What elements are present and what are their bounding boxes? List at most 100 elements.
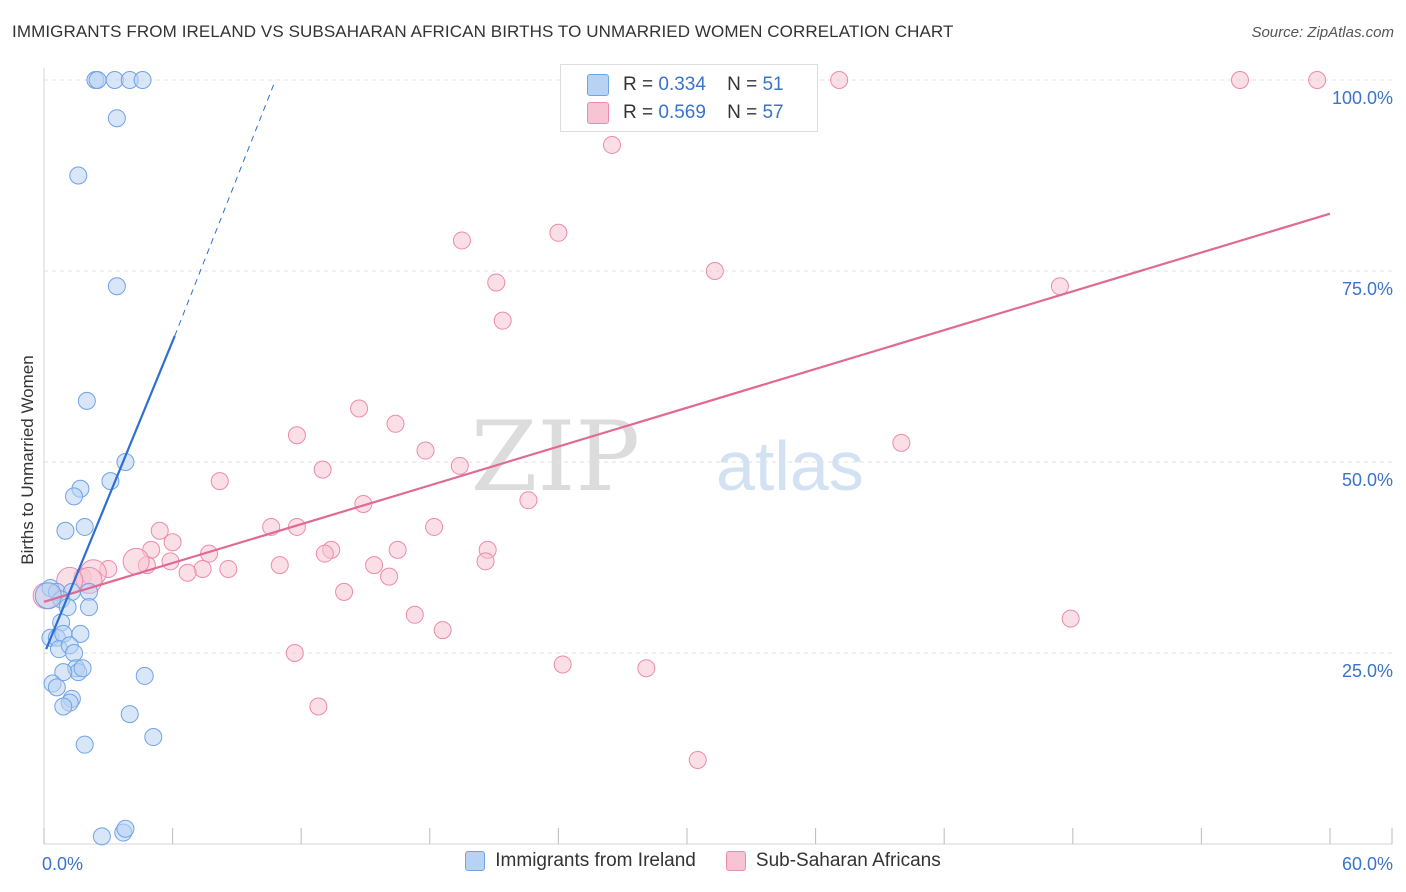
point-ireland: [65, 487, 84, 506]
point-ireland: [71, 624, 90, 643]
stats-n-label: N =: [727, 74, 758, 95]
point-subsaharan: [405, 605, 424, 624]
point-subsaharan: [270, 556, 289, 575]
stats-r-value: 0.334: [658, 74, 706, 95]
point-subsaharan: [425, 517, 444, 536]
point-ireland: [69, 166, 88, 185]
point-ireland: [54, 663, 73, 682]
point-ireland: [75, 735, 94, 754]
y-axis-label: Births to Unmarried Women: [18, 355, 37, 565]
point-ireland: [47, 678, 66, 697]
point-subsaharan: [476, 552, 495, 571]
point-subsaharan: [433, 621, 452, 640]
point-subsaharan: [705, 262, 724, 280]
point-subsaharan: [452, 231, 471, 250]
y-tick-label: 75.0%: [1342, 279, 1393, 299]
point-subsaharan: [287, 426, 306, 445]
point-subsaharan: [219, 559, 238, 578]
y-tick-label: 50.0%: [1342, 470, 1393, 490]
trendline-subsaharan: [43, 212, 1331, 603]
point-ireland: [77, 391, 96, 410]
stats-legend: R = 0.334 N = 51 R = 0.569 N = 57: [560, 64, 818, 132]
chart-title: IMMIGRANTS FROM IRELAND VS SUBSAHARAN AF…: [12, 22, 954, 41]
point-subsaharan: [637, 659, 656, 678]
point-subsaharan: [1308, 71, 1327, 89]
stats-swatch-subsaharan: [587, 102, 609, 124]
point-subsaharan: [193, 559, 212, 578]
stats-row-subsaharan: R = 0.569 N = 57: [587, 102, 784, 124]
point-subsaharan: [553, 655, 572, 674]
point-ireland: [80, 598, 99, 617]
stats-row-ireland: R = 0.334 N = 51: [587, 74, 784, 96]
point-subsaharan: [1230, 71, 1249, 89]
point-ireland: [105, 71, 124, 89]
watermark-zip: ZIP: [471, 401, 640, 513]
point-subsaharan: [388, 540, 407, 559]
point-subsaharan: [892, 433, 911, 452]
legend-item-subsaharan[interactable]: Sub-Saharan Africans: [725, 850, 941, 872]
point-subsaharan: [416, 441, 435, 460]
point-ireland: [73, 659, 92, 678]
point-subsaharan: [487, 273, 506, 292]
point-subsaharan: [688, 750, 707, 769]
stats-n-value: 57: [762, 102, 784, 123]
trendline-ireland-extension: [174, 79, 276, 337]
point-ireland: [135, 666, 154, 685]
stats-n-value: 51: [762, 74, 784, 95]
point-ireland: [116, 819, 135, 838]
point-subsaharan: [493, 311, 512, 330]
x-tick-label: 60.0%: [1342, 854, 1393, 874]
stats-n-label: N =: [727, 102, 758, 123]
series-subsaharan: [32, 71, 1327, 769]
point-subsaharan: [285, 644, 304, 662]
point-subsaharan: [178, 563, 197, 582]
stats-r-value: 0.569: [658, 102, 706, 123]
point-subsaharan: [549, 223, 568, 242]
point-ireland: [133, 71, 152, 89]
point-ireland: [101, 472, 120, 491]
point-ireland: [88, 71, 107, 89]
point-subsaharan: [365, 556, 384, 575]
point-ireland: [107, 277, 126, 296]
x-tick-label: 0.0%: [42, 854, 83, 874]
point-subsaharan: [335, 582, 354, 601]
point-subsaharan: [1050, 277, 1069, 296]
point-subsaharan: [315, 544, 334, 563]
point-subsaharan: [163, 533, 182, 552]
point-subsaharan: [386, 414, 405, 433]
point-subsaharan: [830, 71, 849, 89]
trendline-ireland: [45, 335, 176, 650]
point-subsaharan: [1061, 609, 1080, 628]
stats-r-label: R =: [623, 102, 654, 123]
watermark-atlas: atlas: [716, 427, 864, 505]
stats-r-label: R =: [623, 74, 654, 95]
point-subsaharan: [380, 567, 399, 586]
point-ireland-large: [34, 582, 62, 610]
point-ireland: [120, 705, 139, 724]
legend-label-ireland: Immigrants from Ireland: [495, 850, 696, 871]
chart-source: Source: ZipAtlas.com: [1251, 24, 1394, 41]
point-subsaharan: [210, 472, 229, 491]
stats-swatch-ireland: [587, 74, 609, 96]
point-subsaharan: [309, 697, 328, 716]
point-ireland: [144, 728, 163, 747]
point-ireland: [107, 109, 126, 128]
point-ireland: [56, 521, 75, 540]
legend-swatch-subsaharan: [725, 851, 746, 871]
point-ireland: [54, 697, 73, 716]
legend-item-ireland[interactable]: Immigrants from Ireland: [465, 850, 696, 872]
point-subsaharan: [602, 135, 621, 154]
series-ireland: [34, 71, 163, 846]
point-subsaharan: [354, 495, 373, 514]
point-subsaharan: [519, 491, 538, 510]
y-tick-label: 100.0%: [1332, 88, 1393, 108]
point-subsaharan: [150, 521, 169, 540]
legend-label-subsaharan: Sub-Saharan Africans: [755, 850, 941, 871]
chart-legend: Immigrants from Ireland Sub-Saharan Afri…: [0, 850, 1406, 872]
y-tick-label: 25.0%: [1342, 661, 1393, 681]
point-subsaharan: [350, 399, 369, 418]
point-subsaharan: [313, 460, 332, 479]
point-ireland: [65, 644, 84, 662]
point-ireland: [75, 517, 94, 536]
